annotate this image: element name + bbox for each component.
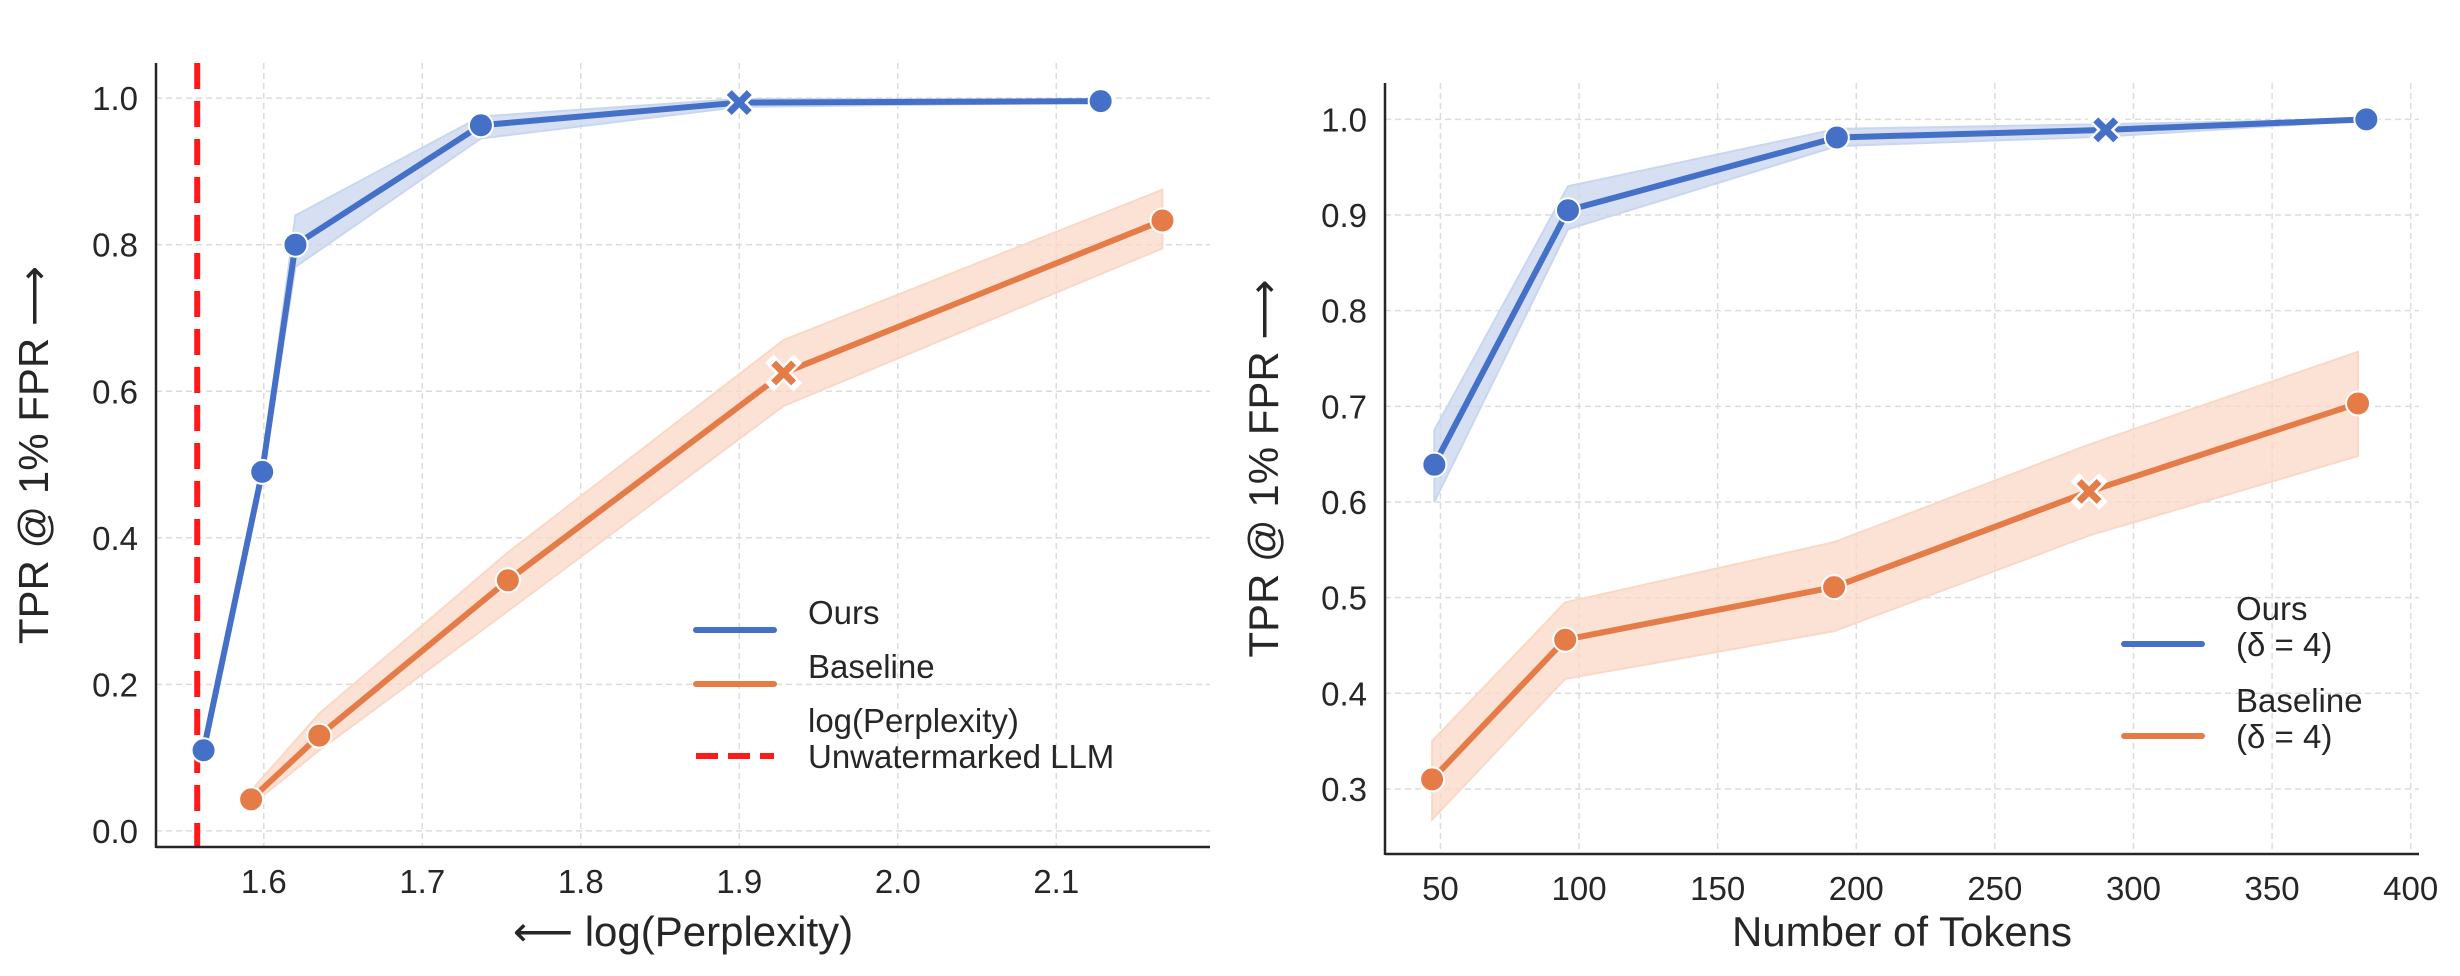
x-tick-label: 1.7: [399, 863, 445, 900]
data-point-x-marker-ours: [2087, 111, 2125, 149]
y-tick-label: 0.9: [1321, 197, 1367, 234]
x-axis-label: ⟵ log(Perplexity): [513, 908, 853, 955]
legend-label: Baseline: [808, 648, 935, 685]
data-point-baseline: [1149, 207, 1176, 234]
data-point-baseline: [2345, 390, 2372, 417]
legend-label: log(Perplexity): [808, 702, 1019, 739]
data-point-baseline: [1821, 574, 1848, 601]
x-tick-label: 1.6: [241, 863, 287, 900]
y-tick-label: 0.0: [92, 813, 138, 850]
y-tick-label: 0.6: [92, 373, 138, 410]
data-point-baseline: [1552, 626, 1579, 653]
x-tick-label: 100: [1552, 870, 1607, 907]
confidence-band-baseline: [1431, 350, 2360, 823]
legend: Ours(δ = 4)Baseline(δ = 4): [2121, 590, 2363, 755]
x-tick-label: 200: [1829, 870, 1884, 907]
data-point-ours: [282, 231, 309, 258]
x-axis-label: Number of Tokens: [1732, 908, 2072, 955]
data-point-ours: [249, 458, 276, 485]
x-tick-label: 350: [2245, 870, 2300, 907]
x-tick-label: 300: [2106, 870, 2161, 907]
y-axis-label: TPR @ 1% FPR ⟶: [10, 266, 57, 644]
y-tick-label: 0.8: [92, 227, 138, 264]
confidence-band-baseline: [250, 188, 1164, 808]
legend-label: Unwatermarked LLM: [808, 738, 1114, 775]
y-tick-label: 1.0: [1321, 101, 1367, 138]
data-point-x-marker-baseline: [765, 354, 803, 392]
x-tick-label: 2.1: [1033, 863, 1079, 900]
data-point-ours: [467, 112, 494, 139]
data-point-baseline: [306, 722, 333, 749]
data-point-ours: [1823, 124, 1850, 151]
x-tick-label: 250: [1967, 870, 2022, 907]
y-tick-label: 0.5: [1321, 580, 1367, 617]
y-tick-label: 0.3: [1321, 771, 1367, 808]
data-point-x-marker-baseline: [2070, 472, 2108, 510]
x-tick-label: 1.8: [558, 863, 604, 900]
series-line-baseline: [248, 217, 1166, 803]
x-tick-label: 50: [1422, 870, 1459, 907]
y-tick-label: 0.6: [1321, 484, 1367, 521]
y-axis-label: TPR @ 1% FPR ⟶: [1240, 279, 1287, 657]
y-tick-label: 0.4: [1321, 675, 1367, 712]
x-tick-label: 2.0: [875, 863, 921, 900]
y-tick-label: 0.4: [92, 520, 138, 557]
legend-label: (δ = 4): [2236, 718, 2332, 755]
legend-label: Baseline: [2236, 682, 2363, 719]
chart-right-tokens: 50 100 150 200 250 300 350 400 0.3 0.4 0.5 0.6 0.7 0.…: [1240, 83, 2438, 955]
confidence-band-ours: [202, 97, 1102, 758]
y-tick-label: 0.2: [92, 666, 138, 703]
x-tick-label: 150: [1690, 870, 1745, 907]
series-line-ours: [200, 98, 1104, 754]
y-tick-label: 0.8: [1321, 293, 1367, 330]
data-point-x-marker-ours: [720, 84, 758, 122]
data-point-ours: [1554, 197, 1581, 224]
data-point-ours: [1087, 88, 1114, 115]
data-point-ours: [190, 737, 217, 764]
data-point-baseline: [1419, 766, 1446, 793]
data-point-ours: [2353, 106, 2380, 133]
data-point-baseline: [238, 786, 265, 813]
legend-label: (δ = 4): [2236, 626, 2332, 663]
legend-label: Ours: [808, 594, 880, 631]
y-tick-label: 1.0: [92, 80, 138, 117]
x-tick-label: 400: [2383, 870, 2438, 907]
data-point-baseline: [494, 567, 521, 594]
legend-label: Ours: [2236, 590, 2308, 627]
legend: Ours Baseline log(Perplexity)Unwatermarked…: [693, 594, 1114, 775]
x-tick-label: 1.9: [716, 863, 762, 900]
chart-left-perplexity: 1.6 1.7 1.8 1.9 2.0 2.1 0.0 0.2 0.4 0.6 0.8 1.0 ⟵ lo…: [10, 63, 1210, 955]
y-tick-label: 0.7: [1321, 388, 1367, 425]
data-point-ours: [1421, 451, 1448, 478]
